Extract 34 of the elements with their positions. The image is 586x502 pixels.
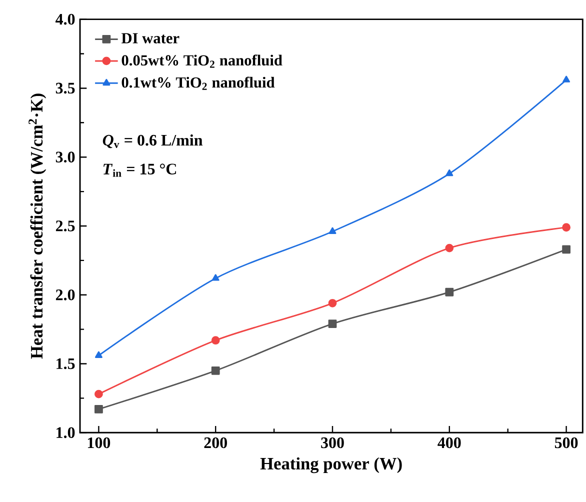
y-tick-label: 4.0 xyxy=(56,14,75,25)
point xyxy=(94,390,103,398)
y-tick-label: 2.5 xyxy=(56,220,75,232)
point xyxy=(562,245,570,254)
x-tick-label: 100 xyxy=(88,437,110,448)
point xyxy=(328,298,337,308)
y-tick-label: 3.0 xyxy=(56,152,75,163)
y-tick-label: 3.5 xyxy=(56,82,75,94)
annotation: T$_{in}$ = 15 °C xyxy=(103,164,176,177)
legend-label: 0.1wt% TiO$_{2}$ nanofluid xyxy=(122,76,275,90)
point xyxy=(94,405,103,414)
x-tick-label: 400 xyxy=(438,437,461,448)
point xyxy=(562,223,570,232)
point xyxy=(211,366,220,375)
point xyxy=(562,76,570,82)
point xyxy=(445,288,454,296)
point xyxy=(211,336,220,345)
x-tick-label: 500 xyxy=(554,437,578,448)
point xyxy=(445,244,454,252)
y-axis-title: Heat transfer coefficient (W/cm$^{2}$·K) xyxy=(28,94,46,359)
x-axis-title: Heating power (W) xyxy=(260,457,402,474)
y-tick-label: 1.5 xyxy=(56,358,75,370)
y-tick-label: 2.0 xyxy=(56,289,75,300)
legend-label: 0.05wt% TiO$_{2}$ nanofluid xyxy=(122,54,282,68)
x-tick-label: 200 xyxy=(204,437,227,448)
annotation: Q$_{v}$ = 0.6 L/min xyxy=(102,134,203,148)
point xyxy=(446,169,454,176)
point xyxy=(328,227,336,234)
point xyxy=(212,274,220,281)
x-tick-label: 300 xyxy=(321,437,344,448)
point xyxy=(94,351,102,358)
y-tick-label: 1.0 xyxy=(56,427,75,438)
point xyxy=(328,320,337,328)
legend-label: DI water xyxy=(121,33,180,44)
